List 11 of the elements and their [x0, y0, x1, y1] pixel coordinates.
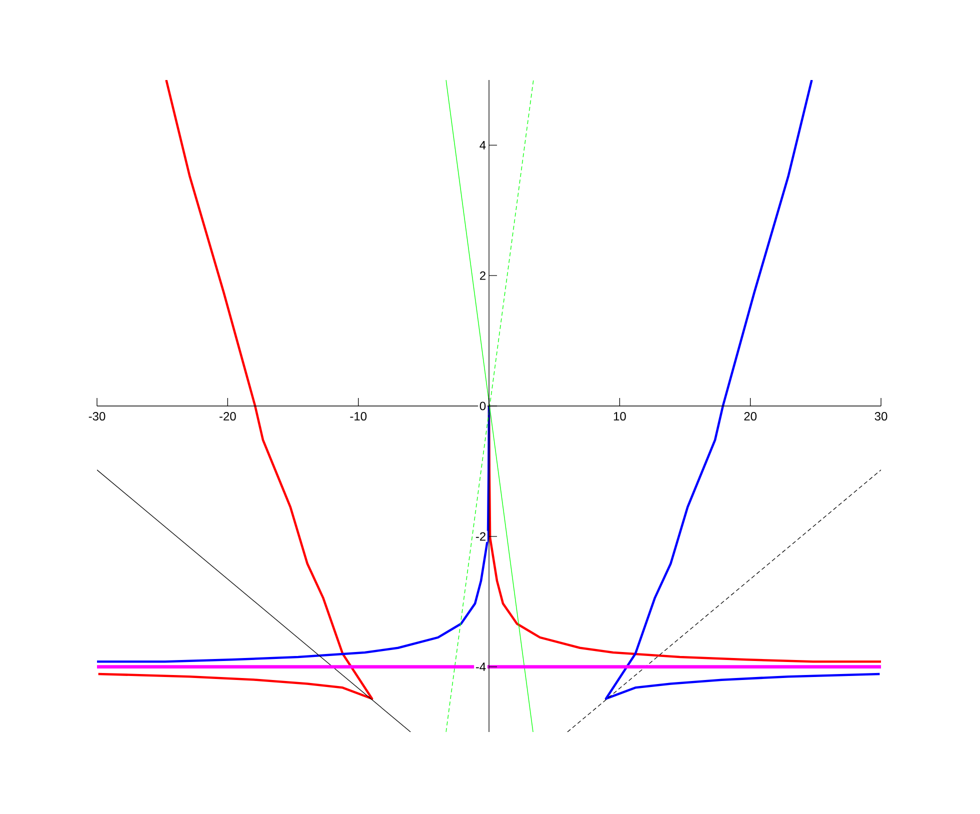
x-tick-label: 10	[614, 412, 626, 421]
x-tick-label: 20	[744, 412, 757, 421]
y-tick-label: -4	[476, 662, 486, 671]
y-tick-label: 2	[480, 271, 486, 280]
y-tick-label: 0	[480, 402, 486, 410]
x-tick-label: -10	[350, 412, 367, 421]
x-tick-label: -30	[88, 412, 106, 421]
x-tick-label: 30	[874, 412, 888, 421]
x-tick-label: -20	[220, 412, 236, 421]
y-tick-label: -2	[476, 532, 486, 541]
y-tick-label: 4	[480, 141, 486, 150]
